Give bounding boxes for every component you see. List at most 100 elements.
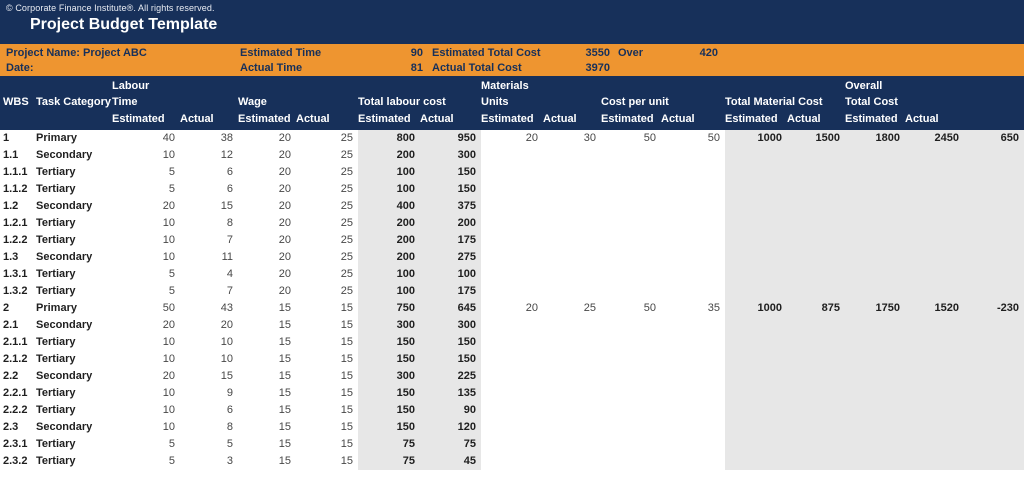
cell-labour_time_estimated[interactable]: 20 [112,198,180,215]
cell-wbs[interactable]: 2.2.2 [0,402,34,419]
cell-total_labour_cost_actual[interactable]: 150 [420,334,481,351]
cell-total_labour_cost_estimated[interactable]: 75 [358,436,420,453]
cell-wbs[interactable]: 1.2.1 [0,215,34,232]
cell-labour_time_estimated[interactable]: 10 [112,402,180,419]
cell-total_labour_cost_actual[interactable]: 950 [420,129,481,147]
cell-wbs[interactable]: 1.3.1 [0,266,34,283]
cell-units_actual[interactable] [543,402,601,419]
cell-wage_actual[interactable]: 15 [296,385,358,402]
cell-total_labour_cost_estimated[interactable]: 200 [358,249,420,266]
cell-wbs[interactable]: 2.3.2 [0,453,34,470]
cell-units_actual[interactable] [543,453,601,470]
cell-total_material_cost_estimated[interactable] [725,419,787,436]
cell-total_labour_cost_actual[interactable]: 375 [420,198,481,215]
cell-total_material_cost_estimated[interactable] [725,232,787,249]
cell-task_category[interactable]: Primary [34,129,112,147]
cell-units_actual[interactable] [543,147,601,164]
cell-wage_actual[interactable]: 25 [296,249,358,266]
cell-task_category[interactable]: Tertiary [34,215,112,232]
cell-labour_time_actual[interactable]: 6 [180,164,238,181]
cell-total_labour_cost_actual[interactable]: 225 [420,368,481,385]
cell-labour_time_estimated[interactable]: 10 [112,419,180,436]
cell-total_material_cost_estimated[interactable] [725,368,787,385]
cell-wbs[interactable]: 2.1.2 [0,351,34,368]
cell-variance[interactable] [964,198,1024,215]
cell-total_cost_actual[interactable] [905,436,964,453]
cell-task_category[interactable]: Tertiary [34,266,112,283]
cell-cost_per_unit_actual[interactable] [661,334,725,351]
cell-wbs[interactable]: 2.3.1 [0,436,34,453]
cell-wbs[interactable]: 1 [0,129,34,147]
cell-task_category[interactable]: Secondary [34,249,112,266]
cell-cost_per_unit_estimated[interactable] [601,385,661,402]
cell-total_labour_cost_estimated[interactable]: 150 [358,334,420,351]
cell-task_category[interactable]: Secondary [34,368,112,385]
cell-cost_per_unit_actual[interactable] [661,164,725,181]
cell-total_cost_actual[interactable]: 1520 [905,300,964,317]
cell-units_actual[interactable] [543,232,601,249]
cell-units_estimated[interactable] [481,164,543,181]
cell-total_material_cost_actual[interactable]: 875 [787,300,845,317]
estimated-time-value[interactable]: 90 [410,47,423,59]
cell-wage_actual[interactable]: 25 [296,266,358,283]
cell-units_actual[interactable] [543,436,601,453]
cell-cost_per_unit_estimated[interactable] [601,266,661,283]
cell-total_cost_estimated[interactable] [845,198,905,215]
cell-total_material_cost_estimated[interactable] [725,198,787,215]
cell-wbs[interactable]: 1.1.2 [0,181,34,198]
cell-units_actual[interactable] [543,181,601,198]
cell-variance[interactable] [964,436,1024,453]
cell-units_actual[interactable] [543,266,601,283]
cell-wage_estimated[interactable]: 15 [238,419,296,436]
cell-labour_time_estimated[interactable]: 10 [112,215,180,232]
cell-labour_time_actual[interactable]: 7 [180,232,238,249]
cell-total_material_cost_actual[interactable] [787,385,845,402]
cell-variance[interactable] [964,351,1024,368]
cell-cost_per_unit_actual[interactable] [661,232,725,249]
cell-total_cost_actual[interactable] [905,249,964,266]
cell-total_labour_cost_estimated[interactable]: 400 [358,198,420,215]
cell-labour_time_estimated[interactable]: 5 [112,283,180,300]
cell-cost_per_unit_actual[interactable] [661,419,725,436]
estimated-total-cost-value[interactable]: 3550 [585,47,610,59]
cell-cost_per_unit_actual[interactable] [661,266,725,283]
cell-total_labour_cost_actual[interactable]: 150 [420,164,481,181]
cell-variance[interactable] [964,249,1024,266]
cell-total_labour_cost_actual[interactable]: 90 [420,402,481,419]
cell-wage_estimated[interactable]: 20 [238,181,296,198]
cell-total_labour_cost_actual[interactable]: 645 [420,300,481,317]
cell-total_labour_cost_estimated[interactable]: 800 [358,129,420,147]
cell-wage_estimated[interactable]: 20 [238,215,296,232]
cell-units_actual[interactable] [543,215,601,232]
cell-units_estimated[interactable] [481,266,543,283]
cell-total_material_cost_actual[interactable] [787,164,845,181]
cell-cost_per_unit_actual[interactable]: 35 [661,300,725,317]
cell-wage_estimated[interactable]: 15 [238,351,296,368]
cell-variance[interactable]: 650 [964,129,1024,147]
cell-units_actual[interactable] [543,334,601,351]
cell-total_labour_cost_actual[interactable]: 275 [420,249,481,266]
cell-labour_time_estimated[interactable]: 10 [112,147,180,164]
cell-total_cost_estimated[interactable] [845,283,905,300]
cell-total_cost_estimated[interactable] [845,436,905,453]
cell-total_cost_estimated[interactable] [845,249,905,266]
cell-total_cost_estimated[interactable] [845,334,905,351]
cell-cost_per_unit_estimated[interactable] [601,453,661,470]
cell-wage_actual[interactable]: 25 [296,129,358,147]
cell-labour_time_actual[interactable]: 10 [180,351,238,368]
cell-total_material_cost_actual[interactable] [787,334,845,351]
cell-units_actual[interactable] [543,198,601,215]
cell-total_material_cost_estimated[interactable] [725,334,787,351]
cell-total_labour_cost_estimated[interactable]: 150 [358,351,420,368]
cell-labour_time_estimated[interactable]: 10 [112,351,180,368]
cell-task_category[interactable]: Tertiary [34,164,112,181]
cell-units_actual[interactable] [543,351,601,368]
cell-units_estimated[interactable]: 20 [481,300,543,317]
cell-cost_per_unit_estimated[interactable] [601,368,661,385]
cell-total_cost_estimated[interactable]: 1800 [845,129,905,147]
cell-cost_per_unit_actual[interactable] [661,351,725,368]
cell-cost_per_unit_actual[interactable] [661,283,725,300]
cell-total_material_cost_actual[interactable] [787,266,845,283]
cell-total_material_cost_estimated[interactable] [725,317,787,334]
cell-wage_estimated[interactable]: 15 [238,334,296,351]
